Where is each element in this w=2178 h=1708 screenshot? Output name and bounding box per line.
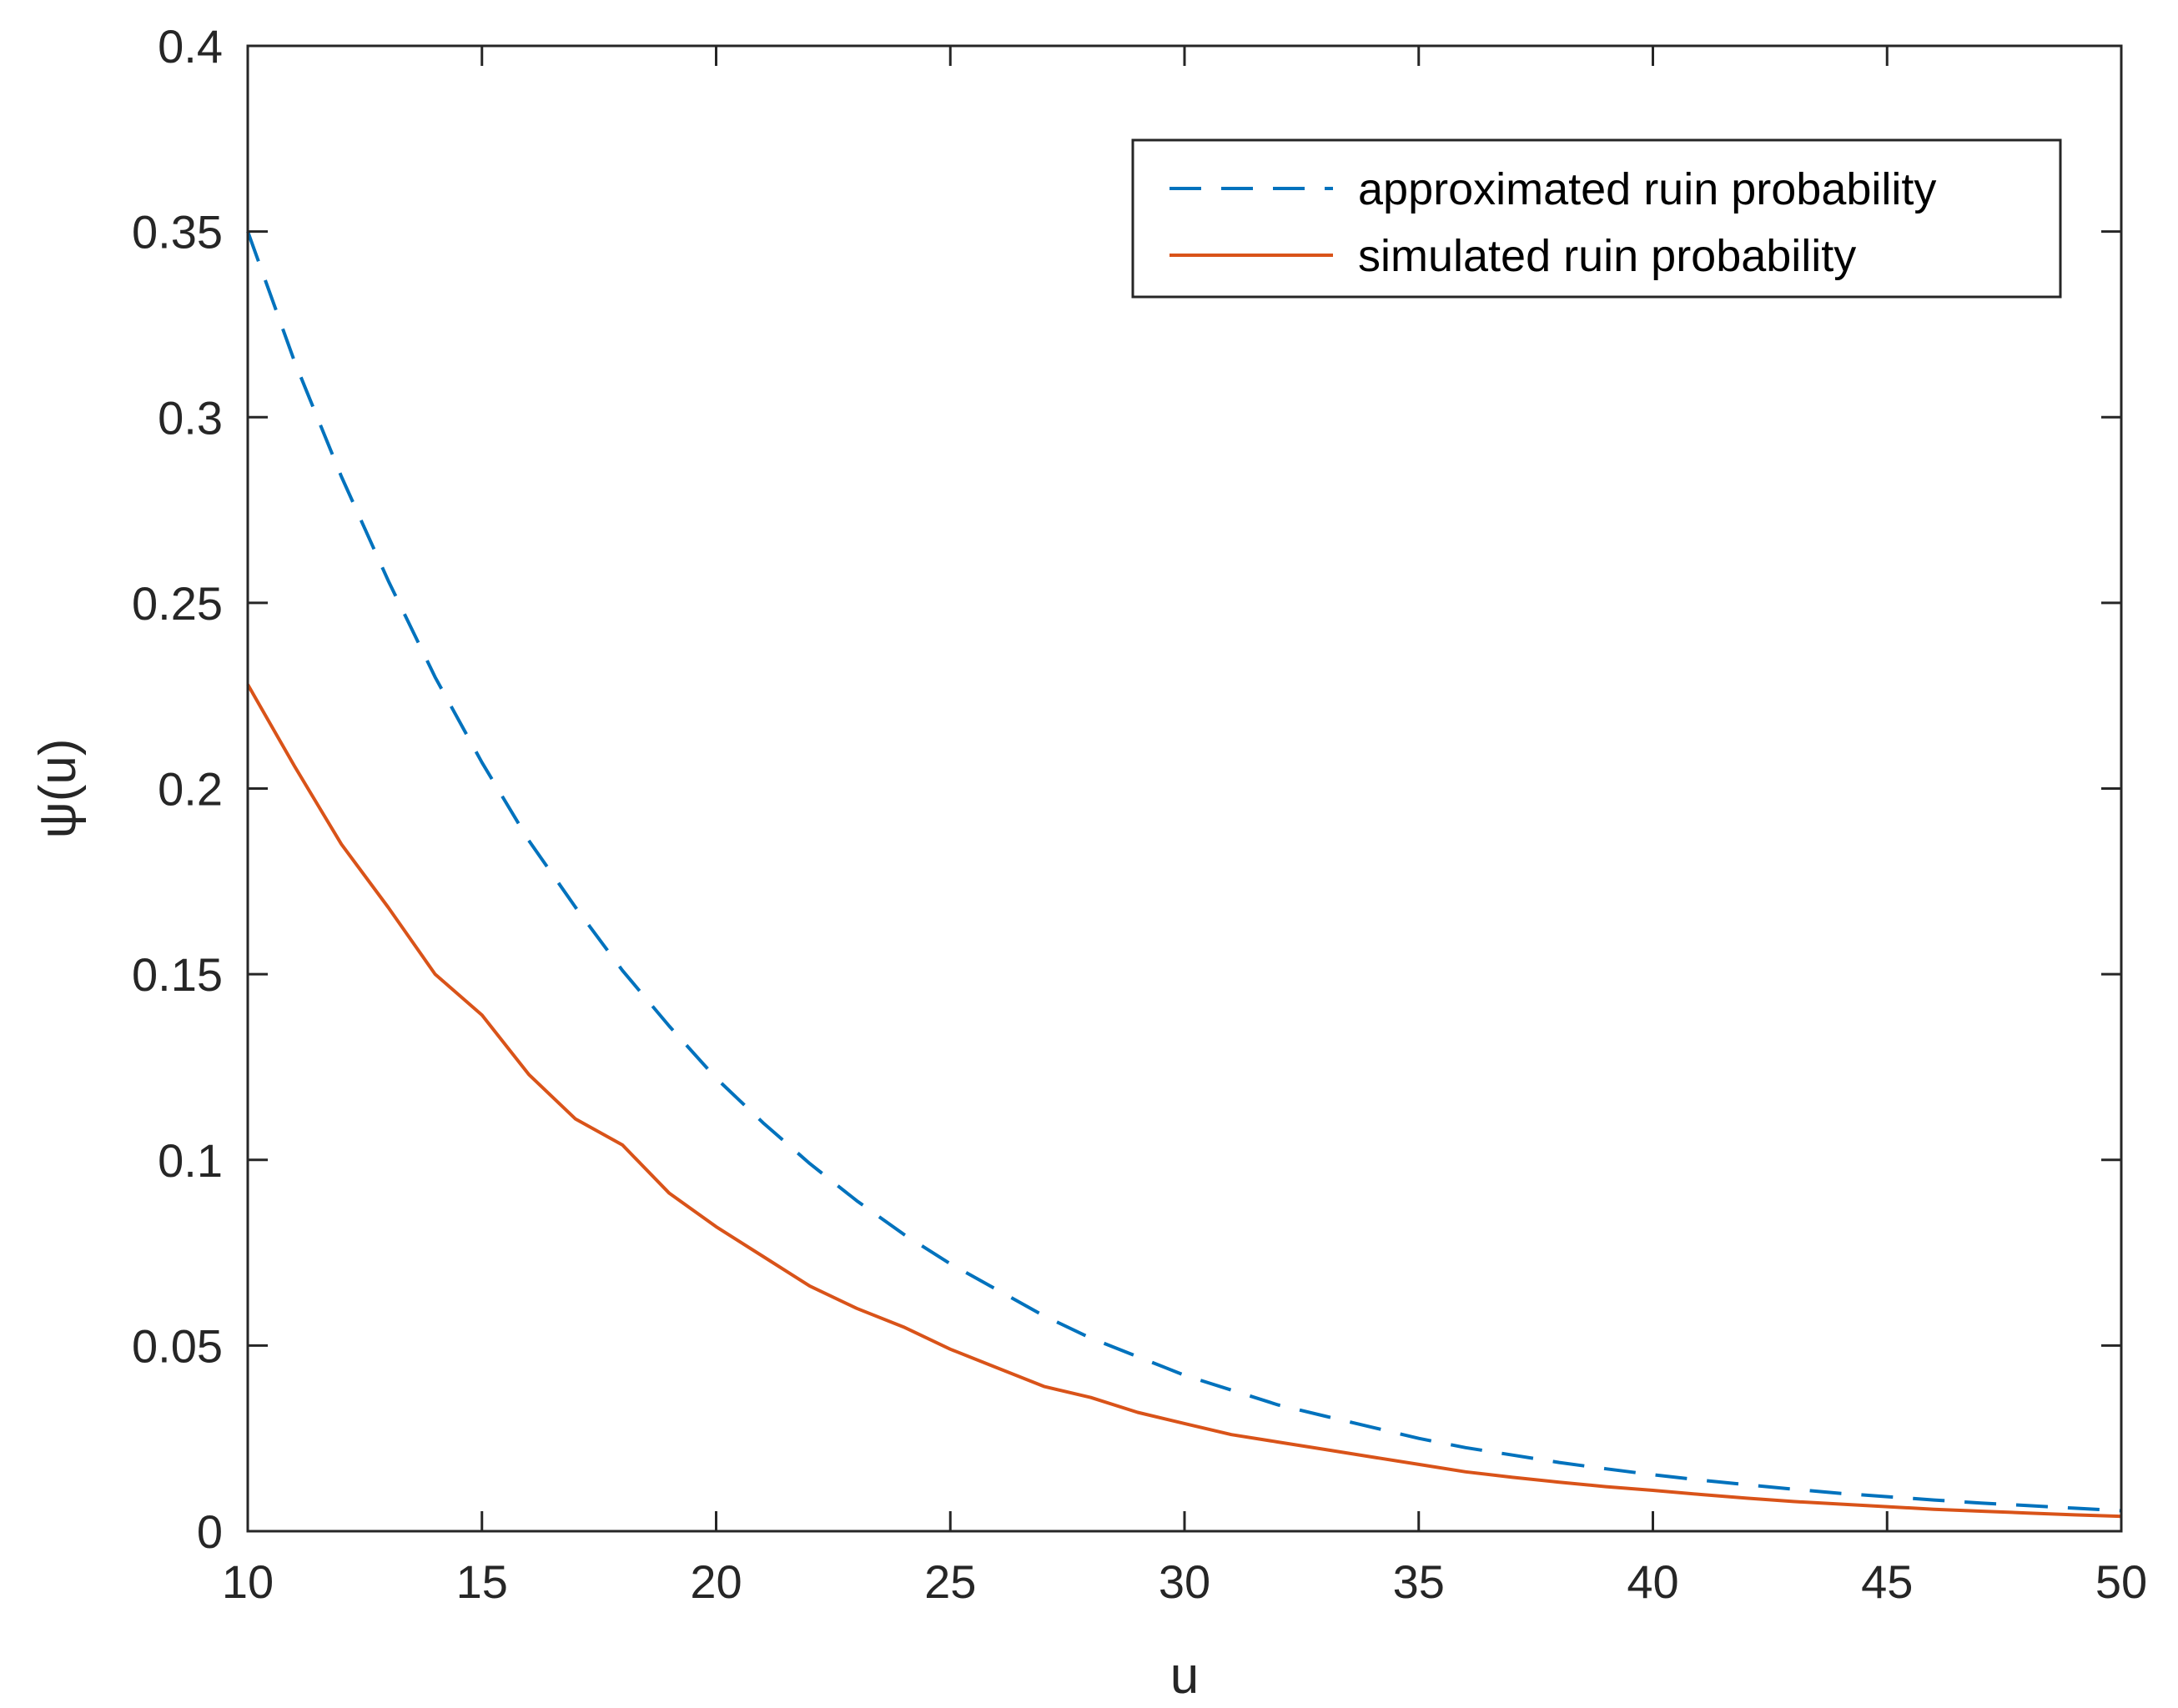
y-axis-label: ψ(u) bbox=[29, 739, 87, 839]
y-tick-label: 0 bbox=[197, 1505, 223, 1558]
y-tick-label: 0.15 bbox=[132, 948, 223, 1001]
x-tick-label: 10 bbox=[222, 1555, 274, 1608]
axes-box bbox=[246, 44, 2123, 1533]
legend-label-simulated: simulated ruin probability bbox=[1358, 231, 1856, 281]
x-tick-label: 15 bbox=[456, 1555, 508, 1608]
legend: approximated ruin probability simulated … bbox=[1131, 138, 2062, 299]
x-axis-label: u bbox=[1170, 1647, 1199, 1705]
series-layer bbox=[246, 230, 2122, 1519]
x-tick-label: 50 bbox=[2095, 1555, 2147, 1608]
y-tick-label: 0.05 bbox=[132, 1319, 223, 1372]
legend-label-approximated: approximated ruin probability bbox=[1358, 164, 1936, 214]
x-tick-label: 25 bbox=[924, 1555, 976, 1608]
y-tick-label: 0.1 bbox=[158, 1134, 223, 1187]
y-tick-label: 0.3 bbox=[158, 391, 223, 444]
y-tick-label: 0.35 bbox=[132, 206, 223, 259]
x-tick-label: 35 bbox=[1393, 1555, 1445, 1608]
x-tick-label: 20 bbox=[690, 1555, 742, 1608]
x-tick-label: 40 bbox=[1627, 1555, 1678, 1608]
series-line-simulated bbox=[246, 683, 2122, 1519]
x-tick-label: 30 bbox=[1159, 1555, 1210, 1608]
y-tick-label: 0.4 bbox=[158, 20, 223, 73]
tick-labels: 10 15 20 25 30 35 40 45 50 0 0.05 0.1 0.15 0.2 0.25 0.3… bbox=[132, 20, 2147, 1608]
legend-box bbox=[1131, 138, 2062, 299]
y-tick-label: 0.2 bbox=[158, 763, 223, 816]
x-tick-label: 45 bbox=[1861, 1555, 1913, 1608]
y-tick-label: 0.25 bbox=[132, 577, 223, 630]
series-line-approximated bbox=[246, 230, 2122, 1513]
